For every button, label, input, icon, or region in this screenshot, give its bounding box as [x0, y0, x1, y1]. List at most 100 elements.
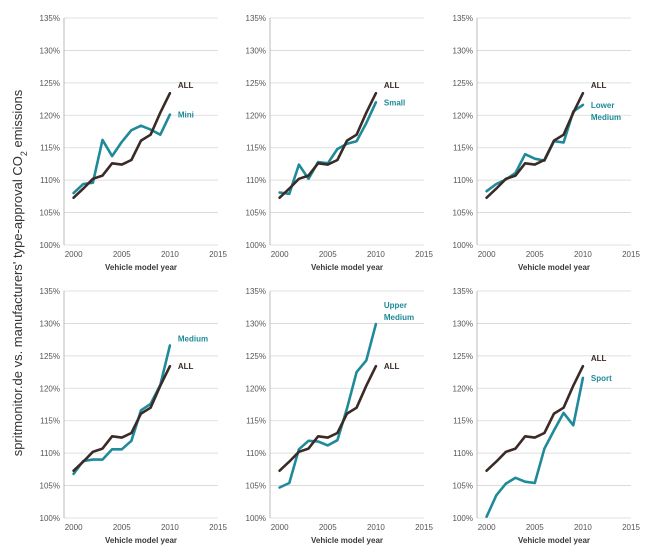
x-tick-label: 2000	[65, 523, 83, 532]
series-label-all: ALL	[178, 81, 194, 90]
y-tick-label: 110%	[246, 449, 266, 458]
x-tick-label: 2000	[271, 523, 289, 532]
series-line-all	[485, 91, 585, 199]
panel-grid: 100% 105% 110% 115% 120% 125% 130% 135% 2000 2005…	[40, 14, 641, 545]
y-axis-title-main: spritmonitor.de vs. manufacturers' type-…	[10, 156, 25, 456]
y-tick-label: 115%	[453, 144, 473, 153]
x-tick-label: 2015	[415, 250, 433, 259]
chart-panel-5: 100% 105% 110% 115% 120% 125% 130% 135% 2000 2005…	[246, 287, 434, 545]
series-label-segment: Upper	[384, 301, 407, 310]
x-tick-label: 2005	[526, 523, 544, 532]
x-tick-label: 2010	[367, 250, 385, 259]
y-tick-label: 130%	[246, 319, 266, 328]
x-tick-label: 2005	[319, 523, 337, 532]
series-line-segment	[72, 344, 172, 476]
series-label-segment: Sport	[591, 374, 612, 383]
series-label-segment: Lower	[591, 101, 615, 110]
x-axis-title: Vehicle model year	[311, 536, 383, 545]
series-label-segment: Small	[384, 98, 405, 107]
series-line-all	[72, 364, 172, 473]
x-tick-label: 2015	[209, 250, 227, 259]
y-tick-label: 110%	[40, 176, 60, 185]
x-axis-title: Vehicle model year	[518, 536, 590, 545]
series-label-segment: Medium	[591, 113, 621, 122]
y-tick-label: 120%	[453, 384, 473, 393]
y-tick-label: 120%	[246, 111, 266, 120]
y-tick-label: 105%	[40, 482, 60, 491]
y-axis-title: spritmonitor.de vs. manufacturers' type-…	[10, 89, 29, 456]
x-tick-label: 2010	[574, 523, 592, 532]
series-label-all: ALL	[384, 81, 400, 90]
series-line-segment	[278, 322, 378, 489]
x-tick-label: 2010	[161, 523, 179, 532]
y-tick-label: 105%	[40, 209, 60, 218]
y-tick-label: 110%	[40, 449, 60, 458]
y-tick-label: 125%	[40, 352, 60, 361]
y-tick-label: 115%	[40, 417, 60, 426]
y-tick-label: 100%	[246, 241, 266, 250]
y-tick-label: 105%	[246, 482, 266, 491]
y-tick-label: 120%	[246, 384, 266, 393]
x-tick-label: 2015	[415, 523, 433, 532]
y-tick-label: 100%	[40, 241, 60, 250]
series-label-segment: Mini	[178, 111, 194, 120]
x-tick-label: 2005	[113, 523, 131, 532]
y-tick-label: 130%	[453, 319, 473, 328]
y-tick-label: 135%	[40, 14, 60, 23]
y-axis-title-subscript: 2	[19, 151, 29, 156]
y-tick-label: 125%	[453, 79, 473, 88]
chart-panel-2: 100% 105% 110% 115% 120% 125% 130% 135% 2000 2005…	[246, 14, 434, 272]
y-tick-label: 135%	[453, 287, 473, 296]
x-tick-label: 2015	[622, 250, 640, 259]
series-line-all	[485, 364, 585, 473]
series-line-segment	[485, 376, 585, 519]
x-tick-label: 2005	[526, 250, 544, 259]
y-tick-label: 120%	[453, 111, 473, 120]
y-tick-label: 125%	[246, 79, 266, 88]
y-tick-label: 105%	[246, 209, 266, 218]
y-tick-label: 110%	[453, 449, 473, 458]
x-tick-label: 2015	[209, 523, 227, 532]
y-tick-label: 115%	[453, 417, 473, 426]
x-tick-label: 2010	[367, 523, 385, 532]
series-line-all	[278, 364, 378, 473]
x-tick-label: 2010	[161, 250, 179, 259]
series-label-all: ALL	[178, 362, 194, 371]
x-tick-label: 2000	[271, 250, 289, 259]
x-tick-label: 2000	[478, 250, 496, 259]
y-tick-label: 130%	[453, 46, 473, 55]
x-axis-title: Vehicle model year	[105, 536, 177, 545]
chart-panel-3: 100% 105% 110% 115% 120% 125% 130% 135% 2000 2005…	[453, 14, 641, 272]
y-tick-label: 100%	[453, 241, 473, 250]
y-tick-label: 105%	[453, 482, 473, 491]
y-tick-label: 135%	[40, 287, 60, 296]
y-tick-label: 110%	[246, 176, 266, 185]
series-label-all: ALL	[384, 362, 400, 371]
y-tick-label: 120%	[40, 111, 60, 120]
chart-panel-6: 100% 105% 110% 115% 120% 125% 130% 135% 2000 2005…	[453, 287, 641, 545]
y-tick-label: 115%	[246, 417, 266, 426]
x-tick-label: 2005	[113, 250, 131, 259]
series-line-all	[278, 91, 378, 199]
x-tick-label: 2010	[574, 250, 592, 259]
y-tick-label: 115%	[246, 144, 266, 153]
series-line-all	[72, 91, 172, 199]
y-tick-label: 130%	[40, 46, 60, 55]
y-tick-label: 125%	[40, 79, 60, 88]
series-label-segment: Medium	[384, 313, 414, 322]
y-tick-label: 100%	[40, 514, 60, 523]
series-label-all: ALL	[591, 354, 607, 363]
y-tick-label: 100%	[246, 514, 266, 523]
chart-panel-4: 100% 105% 110% 115% 120% 125% 130% 135% 2000 2005…	[40, 287, 228, 545]
y-tick-label: 130%	[246, 46, 266, 55]
y-axis-title-tail: emissions	[10, 89, 25, 151]
y-tick-label: 110%	[453, 176, 473, 185]
series-label-all: ALL	[591, 81, 607, 90]
x-tick-label: 2000	[65, 250, 83, 259]
x-tick-label: 2005	[319, 250, 337, 259]
chart-panel-1: 100% 105% 110% 115% 120% 125% 130% 135% 2000 2005…	[40, 14, 228, 272]
y-tick-label: 130%	[40, 319, 60, 328]
x-axis-title: Vehicle model year	[518, 263, 590, 272]
y-tick-label: 125%	[246, 352, 266, 361]
y-tick-label: 105%	[453, 209, 473, 218]
